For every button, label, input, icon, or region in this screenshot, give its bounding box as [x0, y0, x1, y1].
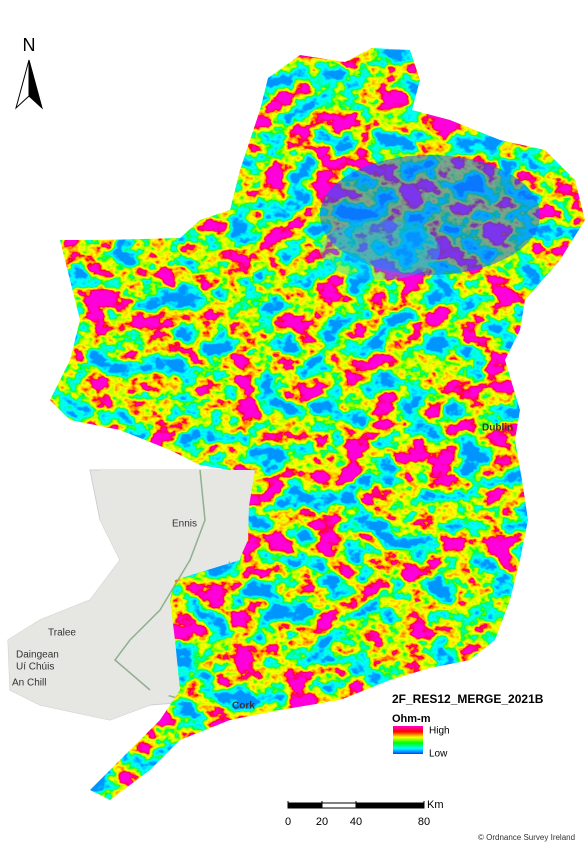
- place-label: Uí Chúis: [16, 662, 54, 673]
- legend-title: 2F_RES12_MERGE_2021B: [392, 692, 544, 706]
- road: [113, 469, 206, 691]
- legend-swatch: [393, 726, 423, 754]
- north-label: N: [23, 35, 36, 55]
- scale-segment: [355, 802, 425, 809]
- place-label: Cork: [232, 701, 255, 712]
- legend-high: High: [429, 726, 450, 737]
- place-label: Ennis: [172, 519, 197, 530]
- scale-tick-label: 20: [316, 816, 328, 828]
- legend-unit: Ohm-m: [392, 713, 431, 725]
- scale-segment: [321, 802, 357, 809]
- place-label: Tralee: [48, 628, 76, 639]
- north-arrow: N: [15, 35, 43, 110]
- scale-tick-label: 80: [418, 816, 430, 828]
- legend-low: Low: [429, 749, 448, 760]
- scale-tick-label: 0: [285, 816, 291, 828]
- base-map: [8, 470, 250, 720]
- place-label: Dublin: [482, 423, 513, 434]
- place-label: An Chill: [12, 678, 46, 689]
- credit: © Ordnance Survey Ireland: [478, 833, 575, 842]
- scale-bar: Km 0 20 40 80: [285, 799, 444, 828]
- place-label: Daingean: [16, 650, 59, 661]
- scale-tick-label: 40: [350, 816, 362, 828]
- scale-unit: Km: [427, 799, 444, 811]
- legend: 2F_RES12_MERGE_2021B Ohm-m High Low: [392, 692, 544, 759]
- scale-segment: [287, 802, 323, 809]
